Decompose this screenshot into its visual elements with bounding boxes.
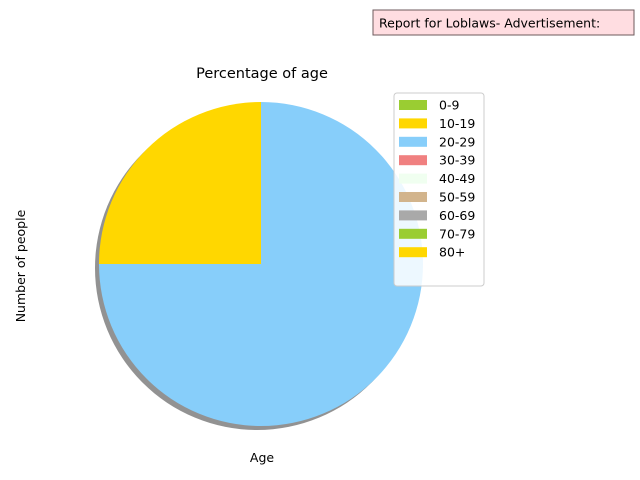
pie-slices: [99, 102, 423, 426]
report-box-background: [372, 9, 635, 36]
legend-label: 50-59: [439, 190, 475, 205]
legend-item-50-59: 50-59: [399, 190, 475, 205]
legend: 0-9 10-19 20-29 30-39 40-49 50-59 60-69 70-79 80…: [393, 92, 485, 287]
legend-item-0-9: 0-9: [399, 98, 459, 113]
legend-label: 70-79: [439, 226, 475, 241]
legend-item-10-19: 10-19: [399, 116, 475, 131]
x-axis-label: Age: [250, 450, 274, 465]
legend-label: 10-19: [439, 116, 475, 131]
legend-item-70-79: 70-79: [399, 226, 475, 241]
chart-title: Percentage of age: [196, 66, 328, 82]
report-box-text: Report for Loblaws- Advertisement:: [379, 16, 600, 31]
legend-label: 80+: [439, 245, 465, 260]
legend-label: 60-69: [439, 208, 475, 223]
legend-swatch: [399, 247, 427, 258]
pie-slice-20-29: [99, 102, 423, 426]
pie-slice-10-19: [99, 102, 261, 264]
legend-label: 40-49: [439, 171, 475, 186]
legend-swatch: [399, 155, 427, 166]
legend-label: 20-29: [439, 134, 475, 149]
legend-swatch: [399, 100, 427, 110]
legend-item-40-49: 40-49: [399, 171, 475, 186]
legend-item-30-39: 30-39: [399, 153, 475, 168]
legend-swatch: [399, 118, 427, 129]
legend-swatch: [399, 173, 427, 184]
legend-item-80+: 80+: [399, 245, 465, 260]
legend-label: 0-9: [439, 98, 459, 113]
legend-swatch: [399, 192, 427, 202]
legend-swatch: [399, 228, 427, 239]
legend-item-60-69: 60-69: [399, 208, 475, 223]
y-axis-label: Number of people: [13, 209, 28, 322]
legend-swatch: [399, 210, 427, 221]
report-box: Report for Loblaws- Advertisement:: [372, 9, 635, 36]
legend-item-20-29: 20-29: [399, 134, 475, 149]
legend-swatch: [399, 136, 427, 147]
legend-label: 30-39: [439, 153, 475, 168]
